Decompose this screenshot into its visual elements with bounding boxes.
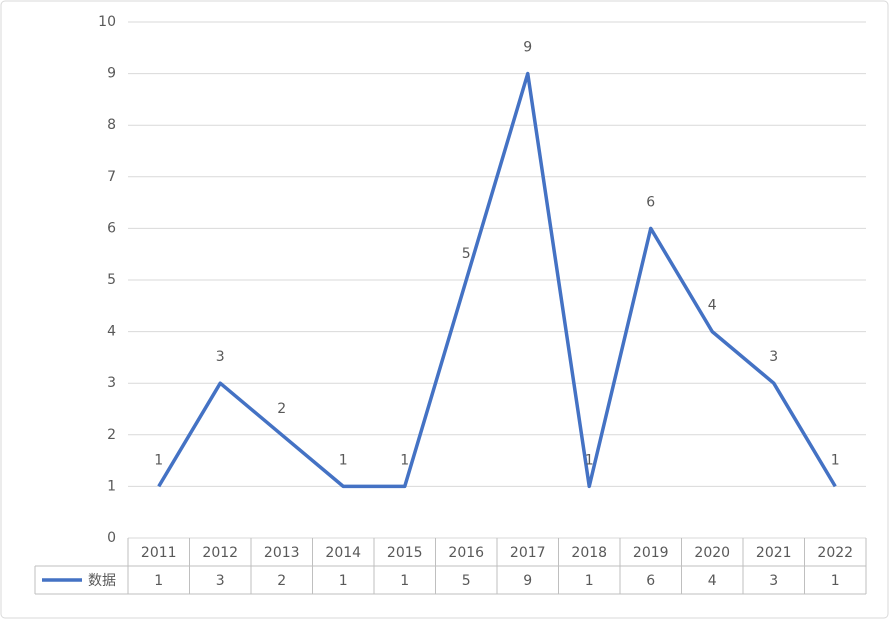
y-tick-label: 3 (107, 375, 116, 391)
x-tick-label: 2020 (694, 545, 730, 561)
data-label: 3 (769, 349, 778, 365)
x-tick-label: 2019 (633, 545, 669, 561)
data-label: 4 (708, 298, 717, 314)
y-tick-label: 5 (107, 272, 116, 288)
x-tick-label: 2016 (448, 545, 484, 561)
table-value: 6 (646, 573, 655, 589)
table-value: 1 (831, 573, 840, 589)
x-tick-label: 2013 (264, 545, 300, 561)
table-value: 3 (769, 573, 778, 589)
table-value: 2 (277, 573, 286, 589)
x-tick-label: 2017 (510, 545, 546, 561)
y-tick-label: 2 (107, 427, 116, 443)
data-line (157, 71, 837, 489)
y-tick-label: 10 (98, 14, 116, 30)
x-tick-label: 2012 (202, 545, 238, 561)
data-label: 6 (646, 194, 655, 210)
y-tick-label: 8 (107, 117, 116, 133)
y-tick-label: 0 (107, 530, 116, 546)
data-label: 1 (585, 452, 594, 468)
table-value: 9 (523, 573, 532, 589)
x-tick-label: 2022 (817, 545, 853, 561)
table-value: 1 (400, 573, 409, 589)
y-tick-label: 7 (107, 169, 116, 185)
x-tick-label: 2018 (571, 545, 607, 561)
table-value: 1 (154, 573, 163, 589)
data-label: 1 (154, 452, 163, 468)
table-value: 5 (462, 573, 471, 589)
table-value: 1 (585, 573, 594, 589)
data-label: 1 (400, 452, 409, 468)
data-label: 9 (523, 40, 532, 56)
data-label: 1 (831, 452, 840, 468)
x-tick-label: 2011 (141, 545, 177, 561)
y-tick-label: 4 (107, 324, 116, 340)
data-label: 1 (339, 452, 348, 468)
data-label: 5 (462, 246, 471, 262)
x-tick-label: 2014 (325, 545, 361, 561)
y-tick-label: 1 (107, 478, 116, 494)
table-value: 3 (216, 573, 225, 589)
table-value: 4 (708, 573, 717, 589)
table-value: 1 (339, 573, 348, 589)
y-tick-label: 9 (107, 66, 116, 82)
data-label: 3 (216, 349, 225, 365)
data-label: 2 (277, 401, 286, 417)
x-tick-label: 2015 (387, 545, 423, 561)
y-tick-label: 6 (107, 220, 116, 236)
legend-label: 数据 (88, 573, 116, 589)
x-tick-label: 2021 (756, 545, 792, 561)
